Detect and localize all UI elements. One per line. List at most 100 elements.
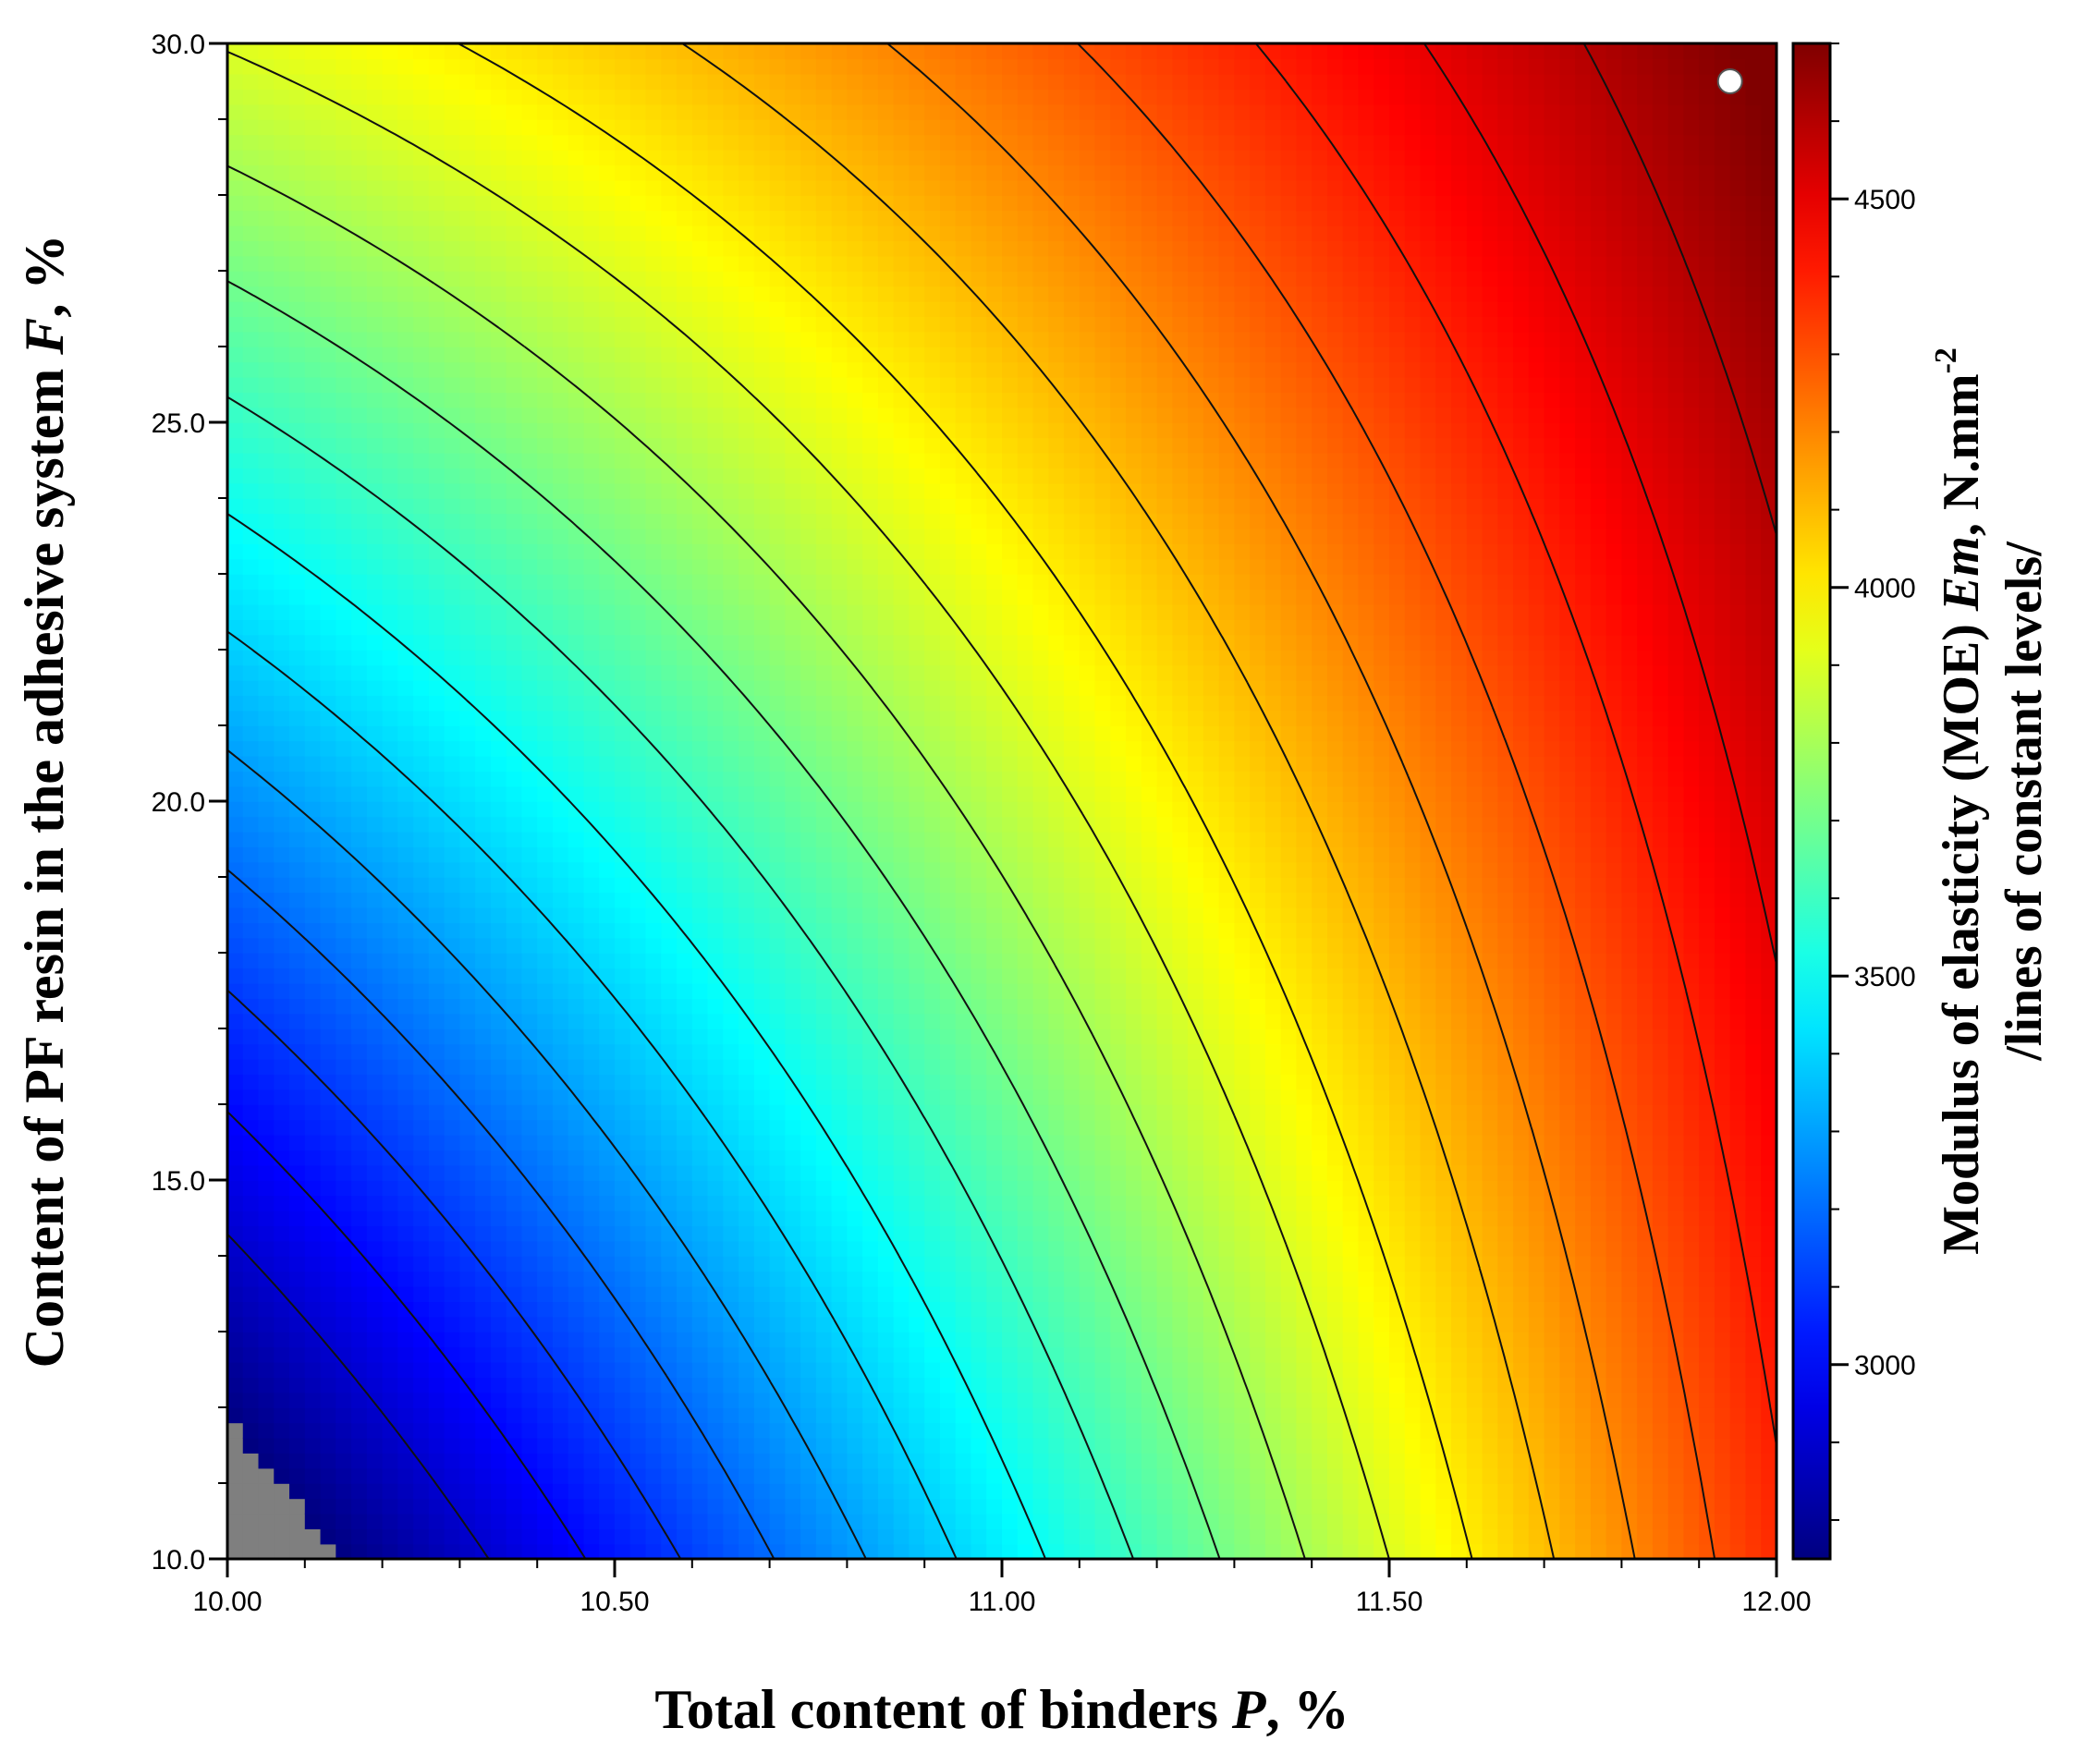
heatmap-cell bbox=[707, 1195, 725, 1211]
heatmap-cell bbox=[490, 43, 507, 60]
heatmap-cell bbox=[955, 1513, 972, 1529]
heatmap-cell bbox=[629, 134, 647, 151]
heatmap-cell bbox=[909, 316, 925, 333]
heatmap-cell bbox=[615, 1285, 631, 1302]
heatmap-cell bbox=[971, 225, 988, 241]
heatmap-cell bbox=[320, 1498, 337, 1515]
heatmap-cell bbox=[909, 240, 925, 257]
heatmap-cell bbox=[413, 73, 430, 90]
heatmap-cell bbox=[289, 1513, 306, 1529]
heatmap-cell bbox=[444, 982, 461, 999]
heatmap-cell bbox=[599, 801, 616, 818]
heatmap-cell bbox=[475, 1513, 492, 1529]
heatmap-cell bbox=[939, 831, 957, 847]
heatmap-cell bbox=[382, 89, 399, 105]
heatmap-cell bbox=[800, 1256, 817, 1272]
heatmap-cell bbox=[242, 422, 260, 439]
heatmap-cell bbox=[413, 922, 430, 939]
heatmap-cell bbox=[924, 134, 941, 151]
heatmap-cell bbox=[506, 89, 523, 105]
heatmap-cell bbox=[955, 710, 972, 726]
heatmap-cell bbox=[877, 300, 895, 317]
heatmap-cell bbox=[599, 589, 616, 605]
heatmap-cell bbox=[707, 1377, 725, 1393]
heatmap-cell bbox=[336, 58, 352, 75]
heatmap-cell bbox=[893, 498, 910, 515]
heatmap-cell bbox=[739, 58, 755, 75]
heatmap-cell bbox=[785, 1346, 801, 1363]
heatmap-cell bbox=[986, 482, 1003, 499]
heatmap-cell bbox=[815, 240, 833, 257]
heatmap-cell bbox=[242, 816, 260, 833]
heatmap-cell bbox=[336, 740, 352, 757]
heatmap-cell bbox=[475, 89, 492, 105]
heatmap-cell bbox=[289, 725, 306, 742]
heatmap-cell bbox=[862, 1210, 879, 1226]
heatmap-cell bbox=[877, 771, 895, 787]
heatmap-cell bbox=[459, 58, 476, 75]
heatmap-cell bbox=[599, 1346, 616, 1363]
heatmap-cell bbox=[351, 58, 368, 75]
heatmap-cell bbox=[707, 1332, 725, 1348]
heatmap-cell bbox=[227, 998, 244, 1015]
heatmap-cell bbox=[320, 513, 337, 529]
heatmap-cell bbox=[800, 1043, 817, 1060]
heatmap-cell bbox=[955, 1195, 972, 1211]
heatmap-cell bbox=[677, 1543, 693, 1559]
heatmap-cell bbox=[800, 1377, 817, 1393]
heatmap-cell bbox=[397, 1407, 414, 1424]
heatmap-cell bbox=[336, 271, 352, 287]
heatmap-cell bbox=[475, 982, 492, 999]
heatmap-cell bbox=[939, 1346, 957, 1363]
heatmap-cell bbox=[939, 1013, 957, 1029]
heatmap-cell bbox=[677, 892, 693, 908]
heatmap-cell bbox=[521, 619, 538, 636]
heatmap-cell bbox=[661, 316, 678, 333]
heatmap-cell bbox=[785, 922, 801, 939]
heatmap-cell bbox=[444, 831, 461, 847]
heatmap-cell bbox=[490, 1256, 507, 1272]
heatmap-cell bbox=[785, 316, 801, 333]
heatmap-cell bbox=[955, 149, 972, 165]
heatmap-cell bbox=[304, 1528, 322, 1545]
heatmap-cell bbox=[909, 1195, 925, 1211]
heatmap-cell bbox=[615, 73, 631, 90]
heatmap-cell bbox=[739, 1013, 755, 1029]
heatmap-cell bbox=[769, 452, 787, 468]
heatmap-cell bbox=[785, 195, 801, 212]
heatmap-cell bbox=[769, 134, 787, 151]
heatmap-cell bbox=[815, 347, 833, 363]
heatmap-cell bbox=[351, 195, 368, 212]
heatmap-cell bbox=[521, 831, 538, 847]
heatmap-cell bbox=[506, 422, 523, 439]
heatmap-cell bbox=[552, 225, 569, 241]
heatmap-cell bbox=[707, 240, 725, 257]
heatmap-cell bbox=[955, 953, 972, 969]
heatmap-cell bbox=[397, 513, 414, 529]
heatmap-cell bbox=[661, 1028, 678, 1045]
heatmap-cell bbox=[490, 831, 507, 847]
heatmap-cell bbox=[893, 1528, 910, 1545]
heatmap-cell bbox=[939, 1240, 957, 1257]
heatmap-cell bbox=[677, 437, 693, 454]
heatmap-cell bbox=[475, 1301, 492, 1318]
heatmap-cell bbox=[971, 119, 988, 136]
heatmap-cell bbox=[258, 1407, 275, 1424]
heatmap-cell bbox=[862, 134, 879, 151]
heatmap-cell bbox=[723, 1225, 739, 1242]
heatmap-cell bbox=[366, 300, 384, 317]
heatmap-cell bbox=[815, 468, 833, 484]
heatmap-cell bbox=[537, 1119, 554, 1136]
heatmap-cell bbox=[909, 589, 925, 605]
heatmap-cell bbox=[971, 1195, 988, 1211]
heatmap-cell bbox=[986, 528, 1003, 544]
heatmap-cell bbox=[661, 164, 678, 181]
heatmap-cell bbox=[707, 119, 725, 136]
heatmap-cell bbox=[785, 785, 801, 802]
heatmap-cell bbox=[815, 1180, 833, 1197]
heatmap-cell bbox=[707, 468, 725, 484]
heatmap-cell bbox=[583, 725, 601, 742]
heatmap-cell bbox=[739, 937, 755, 954]
heatmap-cell bbox=[242, 149, 260, 165]
heatmap-cell bbox=[583, 1483, 601, 1500]
